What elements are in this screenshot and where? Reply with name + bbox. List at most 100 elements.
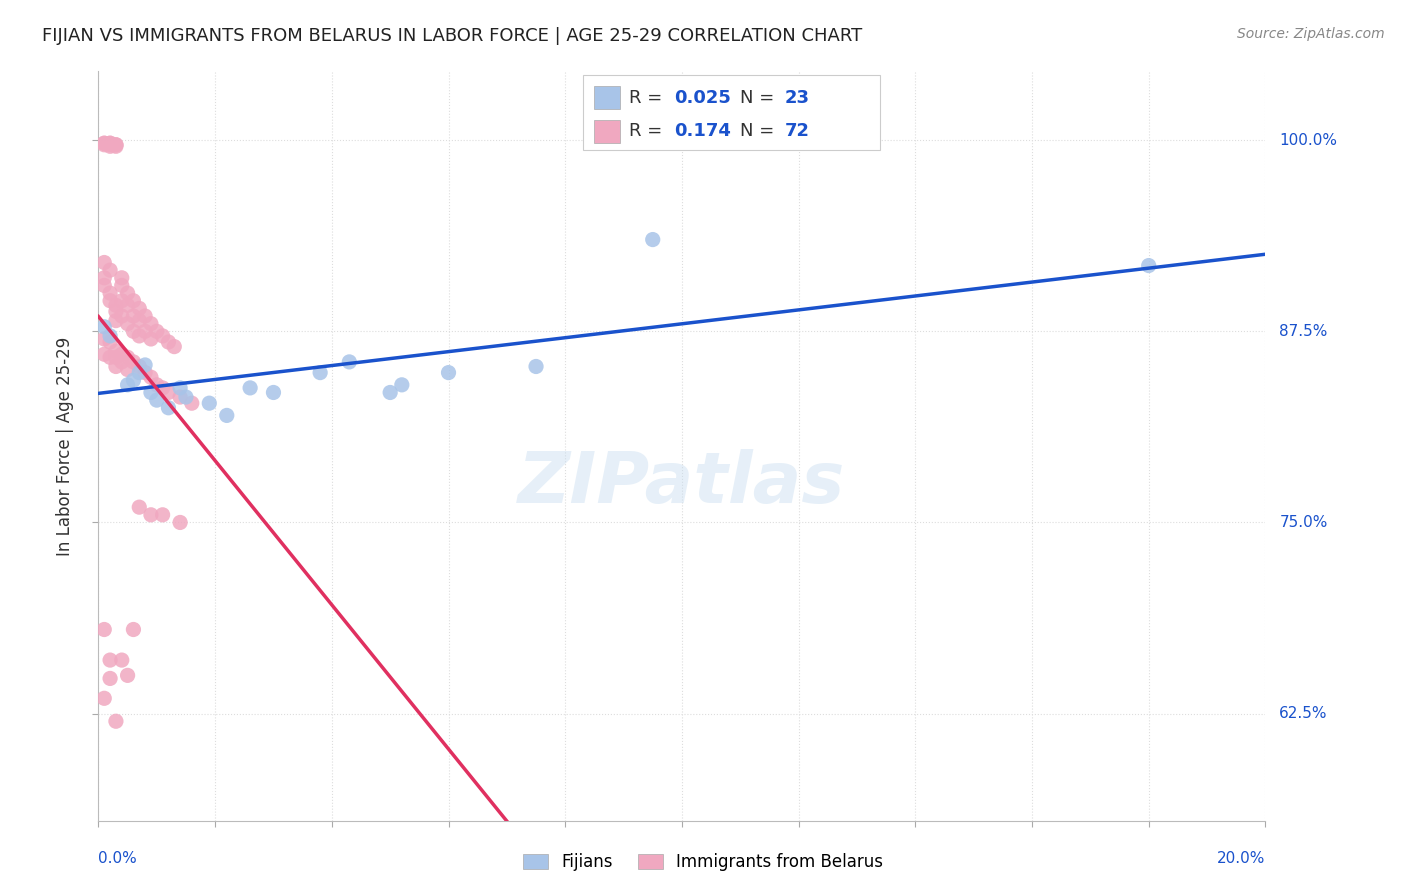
Point (104, 313, 127, 327)
Point (437, 366, 460, 380)
Point (134, 358, 156, 372)
Point (198, 396, 221, 410)
Point (215, 409, 238, 423)
Text: 0.0%: 0.0% (98, 851, 138, 866)
Text: N =: N = (741, 122, 780, 140)
Point (104, 139, 127, 153)
Point (134, 324, 156, 338)
Point (128, 500, 150, 515)
Point (146, 377, 169, 392)
Point (98, 263, 121, 277)
Point (93, 347, 115, 361)
Point (117, 298, 139, 312)
Point (111, 309, 134, 323)
Point (98, 137, 121, 152)
Point (139, 385, 162, 400)
Text: R =: R = (630, 88, 668, 106)
Point (93, 136, 115, 151)
Point (117, 362, 139, 376)
Point (93, 278, 115, 293)
Text: Source: ZipAtlas.com: Source: ZipAtlas.com (1237, 27, 1385, 41)
Point (152, 508, 174, 522)
Text: 87.5%: 87.5% (1279, 324, 1327, 339)
Text: 0.174: 0.174 (673, 122, 731, 140)
Point (524, 359, 547, 374)
Text: 75.0%: 75.0% (1279, 515, 1327, 530)
Text: 0.025: 0.025 (673, 88, 731, 106)
Point (93, 136, 115, 151)
Point (128, 329, 150, 343)
Point (139, 370, 162, 384)
Legend: Fijians, Immigrants from Belarus: Fijians, Immigrants from Belarus (515, 845, 891, 880)
Point (337, 355, 360, 369)
Point (93, 255, 115, 269)
Point (139, 508, 162, 522)
Point (128, 359, 150, 374)
Point (134, 309, 156, 323)
Y-axis label: In Labor Force | Age 25-29: In Labor Force | Age 25-29 (56, 336, 75, 556)
Text: 23: 23 (785, 88, 810, 106)
Bar (595, 120, 620, 143)
Point (98, 136, 121, 151)
Point (111, 270, 134, 285)
Text: 62.5%: 62.5% (1279, 706, 1327, 721)
Point (98, 329, 121, 343)
Point (146, 393, 169, 408)
Point (122, 355, 145, 369)
Point (111, 653, 134, 667)
Text: 20.0%: 20.0% (1218, 851, 1265, 866)
Point (146, 324, 169, 338)
Point (157, 334, 180, 349)
Point (104, 137, 127, 152)
Point (98, 139, 121, 153)
Point (1137, 259, 1160, 273)
Point (380, 385, 402, 400)
Point (641, 233, 664, 247)
Point (122, 309, 145, 323)
Point (117, 351, 139, 365)
Point (122, 293, 145, 308)
Point (98, 286, 121, 301)
Point (104, 304, 127, 318)
Point (180, 396, 202, 410)
Point (98, 351, 121, 365)
Point (93, 332, 115, 346)
Point (139, 317, 162, 331)
Point (239, 381, 262, 395)
Point (117, 286, 139, 301)
Point (93, 691, 115, 706)
Point (104, 359, 127, 374)
Point (93, 270, 115, 285)
Point (262, 385, 284, 400)
Bar (582, 75, 880, 150)
Text: N =: N = (741, 88, 780, 106)
Point (128, 366, 150, 380)
Point (111, 355, 134, 369)
Point (111, 278, 134, 293)
Point (169, 390, 191, 404)
Point (128, 313, 150, 327)
Point (152, 329, 174, 343)
Bar (595, 87, 620, 109)
Point (139, 332, 162, 346)
Point (391, 377, 413, 392)
Point (117, 668, 139, 682)
Point (169, 381, 191, 395)
Point (98, 653, 121, 667)
Point (122, 623, 145, 637)
Point (104, 137, 127, 152)
Point (163, 340, 186, 354)
Point (309, 366, 332, 380)
Point (169, 516, 191, 530)
Text: R =: R = (630, 122, 673, 140)
Point (174, 390, 197, 404)
Point (128, 301, 150, 316)
Point (152, 381, 174, 395)
Point (111, 293, 134, 308)
Point (111, 347, 134, 361)
Point (104, 344, 127, 359)
Point (104, 714, 127, 729)
Point (104, 351, 127, 365)
Text: FIJIAN VS IMMIGRANTS FROM BELARUS IN LABOR FORCE | AGE 25-29 CORRELATION CHART: FIJIAN VS IMMIGRANTS FROM BELARUS IN LAB… (42, 27, 862, 45)
Text: 100.0%: 100.0% (1279, 133, 1337, 148)
